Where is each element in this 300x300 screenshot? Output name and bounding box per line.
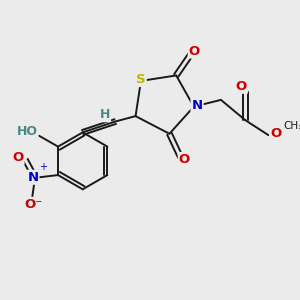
Text: +: + (39, 163, 46, 172)
Text: O: O (236, 80, 247, 93)
Text: N: N (27, 171, 38, 184)
Text: O: O (12, 151, 24, 164)
Text: O: O (189, 45, 200, 58)
Text: O: O (179, 153, 190, 166)
Text: H: H (100, 108, 110, 121)
Text: O: O (270, 127, 282, 140)
Text: N: N (191, 99, 203, 112)
Text: HO: HO (16, 125, 38, 138)
Text: S: S (136, 73, 146, 86)
Text: O⁻: O⁻ (25, 198, 43, 211)
Text: CH₃: CH₃ (283, 121, 300, 130)
